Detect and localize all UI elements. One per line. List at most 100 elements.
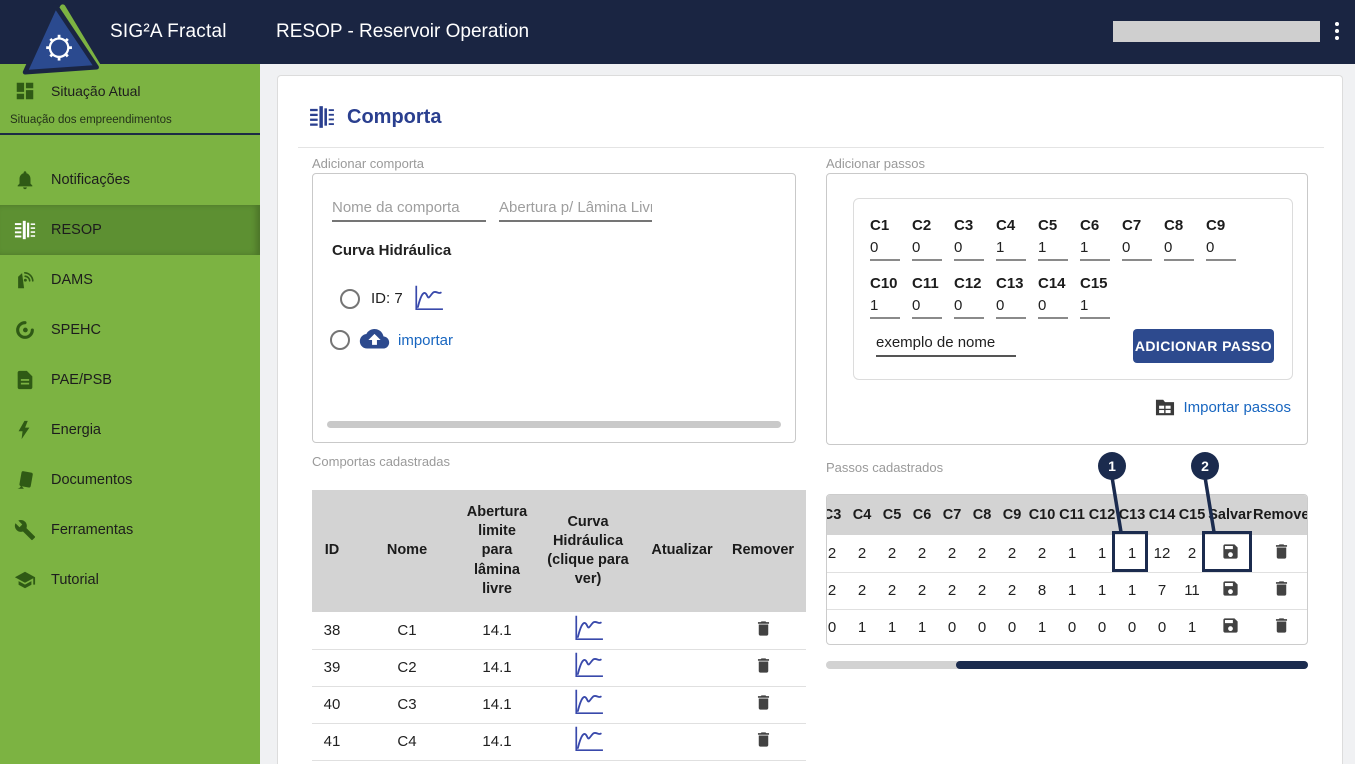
- passo-value-cell[interactable]: 1: [1057, 535, 1087, 572]
- step-input-C2[interactable]: [912, 238, 942, 261]
- hydraulic-curve-icon[interactable]: [572, 688, 604, 717]
- step-input-C14[interactable]: [1038, 296, 1068, 319]
- step-input-C15[interactable]: [1080, 296, 1110, 319]
- save-icon[interactable]: [1221, 579, 1240, 598]
- step-name-input[interactable]: [876, 331, 1016, 357]
- step-input-C3[interactable]: [954, 238, 984, 261]
- import-curve-link[interactable]: importar: [398, 332, 453, 349]
- passo-value-cell[interactable]: 0: [1087, 609, 1117, 645]
- importar-passos-link[interactable]: Importar passos: [1154, 398, 1291, 417]
- hydraulic-curve-icon[interactable]: [572, 651, 604, 680]
- passo-value-cell[interactable]: 1: [1087, 535, 1117, 572]
- comporta-name-input[interactable]: [332, 196, 486, 222]
- abertura-lamina-input[interactable]: [499, 196, 652, 222]
- passo-value-cell[interactable]: 0: [1117, 609, 1147, 645]
- passos-column-header: C6: [907, 495, 937, 535]
- passo-value-cell[interactable]: 1: [877, 609, 907, 645]
- passo-value-cell[interactable]: 1: [1117, 572, 1147, 609]
- trash-icon[interactable]: [754, 693, 773, 712]
- sidebar-item-energia[interactable]: Energia: [0, 405, 260, 455]
- passo-value-cell[interactable]: 2: [847, 572, 877, 609]
- step-input-C10[interactable]: [870, 296, 900, 319]
- step-input-C13[interactable]: [996, 296, 1026, 319]
- step-input-C11[interactable]: [912, 296, 942, 319]
- step-field-C11: C11: [912, 275, 954, 319]
- sidebar-item-pae-psb[interactable]: PAE/PSB: [0, 355, 260, 405]
- passo-value-cell[interactable]: 2: [997, 535, 1027, 572]
- passo-value-cell[interactable]: 0: [967, 609, 997, 645]
- trash-icon[interactable]: [1272, 579, 1291, 598]
- passo-value-cell[interactable]: 2: [997, 572, 1027, 609]
- passo-value-cell[interactable]: 2: [877, 572, 907, 609]
- comporta-nome-cell: C4: [352, 723, 462, 760]
- step-input-C5[interactable]: [1038, 238, 1068, 261]
- step-input-C1[interactable]: [870, 238, 900, 261]
- comportas-cadastradas-label: Comportas cadastradas: [312, 454, 450, 469]
- step-input-C12[interactable]: [954, 296, 984, 319]
- step-input-C4[interactable]: [996, 238, 1026, 261]
- passo-value-cell[interactable]: 2: [877, 535, 907, 572]
- save-icon[interactable]: [1221, 616, 1240, 635]
- step-input-C6[interactable]: [1080, 238, 1110, 261]
- passo-value-cell[interactable]: 12: [1147, 535, 1177, 572]
- step-input-C8[interactable]: [1164, 238, 1194, 261]
- passo-value-cell[interactable]: 0: [997, 609, 1027, 645]
- passo-value-cell[interactable]: 11: [1177, 572, 1207, 609]
- passo-value-cell[interactable]: 2: [967, 535, 997, 572]
- passo-value-cell[interactable]: 1: [1027, 609, 1057, 645]
- passo-value-cell[interactable]: 1: [847, 609, 877, 645]
- sidebar-item-tutorial[interactable]: Tutorial: [0, 555, 260, 605]
- sidebar-item-resop[interactable]: RESOP: [0, 205, 260, 255]
- trash-icon[interactable]: [754, 656, 773, 675]
- sidebar-item-documentos[interactable]: Documentos: [0, 455, 260, 505]
- passo-value-cell[interactable]: 2: [1177, 535, 1207, 572]
- passos-table-scrollbar-thumb[interactable]: [956, 661, 1308, 669]
- passo-value-cell[interactable]: 1: [1087, 572, 1117, 609]
- sidebar-item-ferramentas[interactable]: Ferramentas: [0, 505, 260, 555]
- adicionar-passo-button[interactable]: ADICIONAR PASSO: [1133, 329, 1274, 363]
- passo-value-cell[interactable]: 0: [937, 609, 967, 645]
- passo-value-cell[interactable]: 2: [1027, 535, 1057, 572]
- curve-id-radio[interactable]: [340, 289, 360, 309]
- passo-value-cell[interactable]: 1: [907, 609, 937, 645]
- trash-icon[interactable]: [1272, 542, 1291, 561]
- passo-value-cell[interactable]: 2: [937, 572, 967, 609]
- passo-value-cell[interactable]: 0: [1057, 609, 1087, 645]
- passo-value-cell[interactable]: 0: [1147, 609, 1177, 645]
- passo-value-cell[interactable]: 8: [1027, 572, 1057, 609]
- import-curve-radio[interactable]: [330, 330, 350, 350]
- hydraulic-curve-icon[interactable]: [412, 284, 444, 313]
- hydraulic-curve-icon[interactable]: [572, 614, 604, 643]
- passo-value-cell[interactable]: 1: [1057, 572, 1087, 609]
- passo-value-cell[interactable]: 2: [907, 572, 937, 609]
- passo-value-cell[interactable]: 2: [847, 535, 877, 572]
- passo-value-cell[interactable]: 2: [907, 535, 937, 572]
- comporta-row: 38C114.1: [312, 612, 806, 649]
- step-field-name: C7: [1122, 217, 1164, 234]
- trash-icon[interactable]: [1272, 616, 1291, 635]
- sidebar-item-spehc[interactable]: SPEHC: [0, 305, 260, 355]
- passo-value-cell[interactable]: 2: [967, 572, 997, 609]
- sidebar-item-notifica-es[interactable]: Notificações: [0, 155, 260, 205]
- hydraulic-curve-icon[interactable]: [572, 725, 604, 754]
- passo-value-cell[interactable]: 7: [1147, 572, 1177, 609]
- trash-icon[interactable]: [754, 619, 773, 638]
- passo-value-cell[interactable]: 1: [1177, 609, 1207, 645]
- passo-value-cell[interactable]: 2: [826, 572, 847, 609]
- passo-value-cell[interactable]: 2: [937, 535, 967, 572]
- kebab-menu-icon[interactable]: [1330, 22, 1344, 44]
- page-title: Comporta: [347, 106, 441, 129]
- save-icon[interactable]: [1221, 542, 1240, 561]
- step-field-C4: C4: [996, 217, 1038, 261]
- step-input-C9[interactable]: [1206, 238, 1236, 261]
- comporta-box-scrollbar[interactable]: [327, 421, 781, 428]
- step-input-C7[interactable]: [1122, 238, 1152, 261]
- curva-hidraulica-heading: Curva Hidráulica: [332, 242, 451, 259]
- trash-icon[interactable]: [754, 730, 773, 749]
- sidebar-item-dams[interactable]: DAMS: [0, 255, 260, 305]
- step-field-C10: C10: [870, 275, 912, 319]
- passo-value-cell[interactable]: 2: [826, 535, 847, 572]
- passo-value-cell[interactable]: 0: [826, 609, 847, 645]
- passo-value-cell[interactable]: 1: [1117, 535, 1147, 572]
- comporta-abertura-cell: 14.1: [462, 612, 532, 649]
